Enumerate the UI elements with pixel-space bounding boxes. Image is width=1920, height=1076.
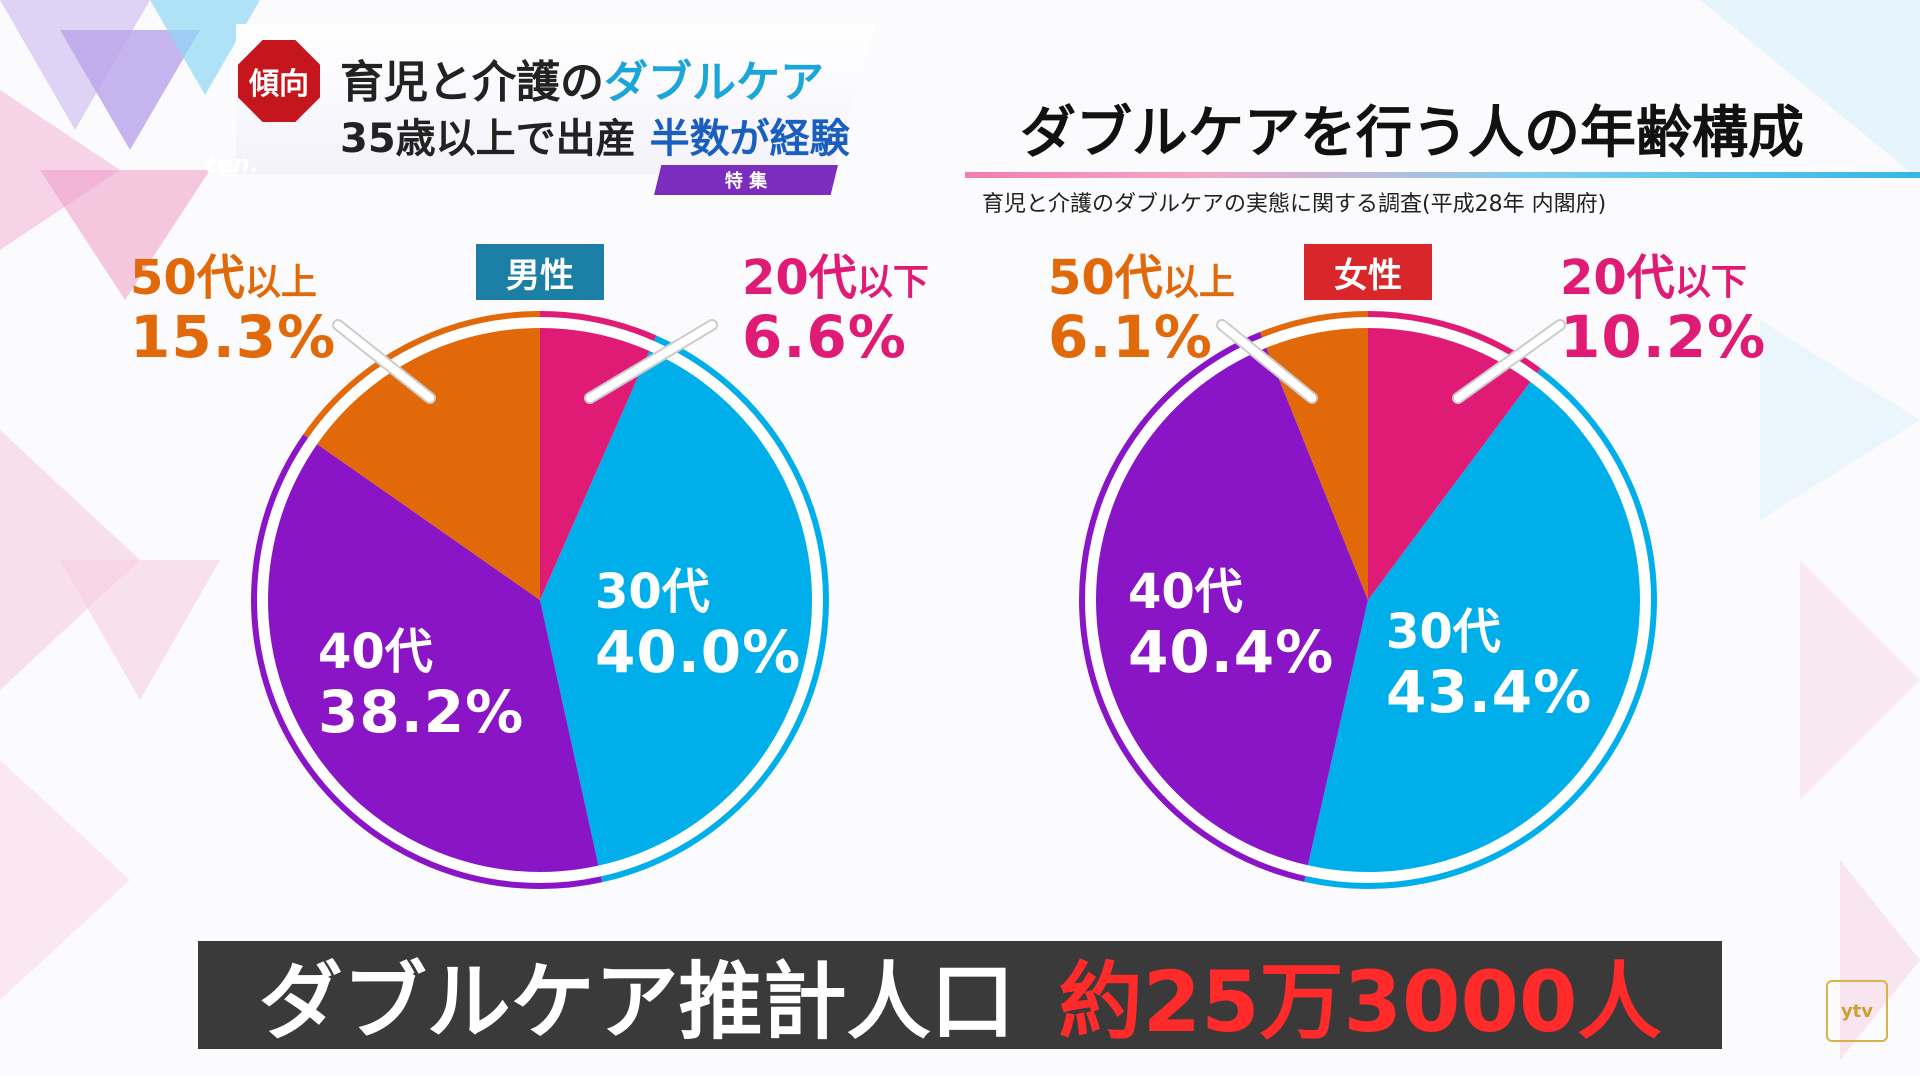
female-slice-30s bbox=[1307, 381, 1640, 873]
male-inner-label-pct-1: 38.2% bbox=[318, 678, 524, 746]
chart-title: ダブルケアを行う人の年齢構成 bbox=[1020, 101, 1804, 166]
male-inner-label-cat-1: 40代 bbox=[318, 624, 433, 680]
male-slice-20s-under bbox=[540, 328, 650, 600]
female-badge: 女性 bbox=[1304, 244, 1432, 300]
female-slice-40s bbox=[1096, 347, 1368, 866]
female-rim-40s bbox=[1079, 331, 1306, 882]
female-leader-left bbox=[1218, 321, 1316, 402]
caption-value: 約25万3000人 bbox=[1058, 952, 1662, 1051]
ytv-logo: ytv bbox=[1826, 980, 1888, 1042]
female-inner-label-cat-0: 30代 bbox=[1386, 604, 1501, 660]
male-leader-right bbox=[586, 321, 716, 402]
headline-banner bbox=[236, 24, 876, 174]
caption-main: ダブルケア推計人口 bbox=[258, 952, 1015, 1051]
female-rim-30s bbox=[1304, 368, 1657, 889]
male-rim-30s bbox=[600, 335, 829, 883]
trend-tag: 傾向 bbox=[238, 40, 320, 122]
male-slice-40s bbox=[267, 444, 599, 872]
special-feature-label: 特 集 bbox=[654, 165, 838, 195]
male-rim-20s-under bbox=[539, 311, 657, 341]
male-inner-label-cat-0: 30代 bbox=[595, 564, 710, 620]
chart-source: 育児と介護のダブルケアの実態に関する調査(平成28年 内閣府) bbox=[982, 192, 1607, 217]
headline-line-2: 35歳以上で出産 半数が経験 bbox=[340, 116, 850, 162]
male-50s-callout: 50代以上 15.3% bbox=[130, 250, 337, 371]
headline-line-1: 育児と介護のダブルケア bbox=[340, 57, 824, 108]
ten-logo: ten. bbox=[205, 150, 259, 178]
female-inner-label-cat-1: 40代 bbox=[1128, 564, 1243, 620]
female-inner-label-pct-1: 40.4% bbox=[1128, 618, 1334, 686]
female-slice-50s-over bbox=[1266, 328, 1368, 600]
male-slice-50s-over bbox=[317, 328, 540, 600]
male-rim-50s-over bbox=[303, 311, 541, 438]
female-20s-callout: 20代以下 10.2% bbox=[1560, 250, 1767, 371]
male-20s-callout: 20代以下 6.6% bbox=[742, 250, 929, 371]
female-50s-callout: 50代以上 6.1% bbox=[1048, 250, 1235, 371]
female-inner-label-pct-0: 43.4% bbox=[1386, 658, 1592, 726]
male-rim-40s bbox=[251, 434, 603, 889]
male-leader-left bbox=[334, 321, 434, 402]
title-underline bbox=[965, 172, 1920, 178]
female-slice-20s-under bbox=[1368, 328, 1531, 600]
male-slice-30s bbox=[540, 351, 812, 866]
caption-bar: ダブルケア推計人口 約25万3000人 bbox=[198, 941, 1722, 1051]
male-inner-label-pct-0: 40.0% bbox=[595, 618, 801, 686]
male-badge: 男性 bbox=[476, 244, 604, 300]
female-leader-right bbox=[1454, 321, 1564, 402]
female-rim-50s-over bbox=[1260, 311, 1369, 338]
